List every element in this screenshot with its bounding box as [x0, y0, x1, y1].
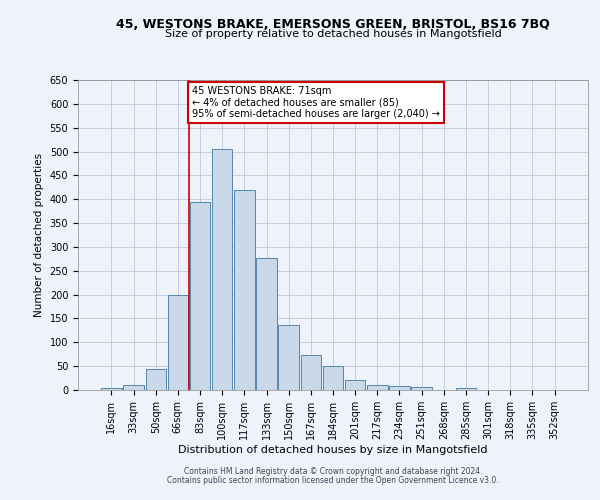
Bar [278, 324, 299, 390]
Text: Contains HM Land Registry data © Crown copyright and database right 2024.: Contains HM Land Registry data © Crown c… [184, 467, 482, 476]
Bar [301, 354, 321, 390]
Bar [256, 258, 277, 390]
X-axis label: Distribution of detached houses by size in Mangotsfield: Distribution of detached houses by size … [178, 444, 488, 454]
Bar [146, 368, 166, 390]
Text: Contains public sector information licensed under the Open Government Licence v3: Contains public sector information licen… [167, 476, 499, 485]
Bar [124, 385, 144, 390]
Bar [101, 388, 122, 390]
Bar [389, 386, 410, 390]
Bar [234, 190, 254, 390]
Bar [190, 202, 210, 390]
Bar [212, 149, 232, 390]
Y-axis label: Number of detached properties: Number of detached properties [34, 153, 44, 317]
Bar [367, 385, 388, 390]
Text: 45, WESTONS BRAKE, EMERSONS GREEN, BRISTOL, BS16 7BQ: 45, WESTONS BRAKE, EMERSONS GREEN, BRIST… [116, 18, 550, 30]
Bar [323, 366, 343, 390]
Text: Size of property relative to detached houses in Mangotsfield: Size of property relative to detached ho… [164, 29, 502, 39]
Bar [412, 387, 432, 390]
Bar [456, 388, 476, 390]
Text: 45 WESTONS BRAKE: 71sqm
← 4% of detached houses are smaller (85)
95% of semi-det: 45 WESTONS BRAKE: 71sqm ← 4% of detached… [192, 86, 440, 119]
Bar [167, 294, 188, 390]
Bar [345, 380, 365, 390]
